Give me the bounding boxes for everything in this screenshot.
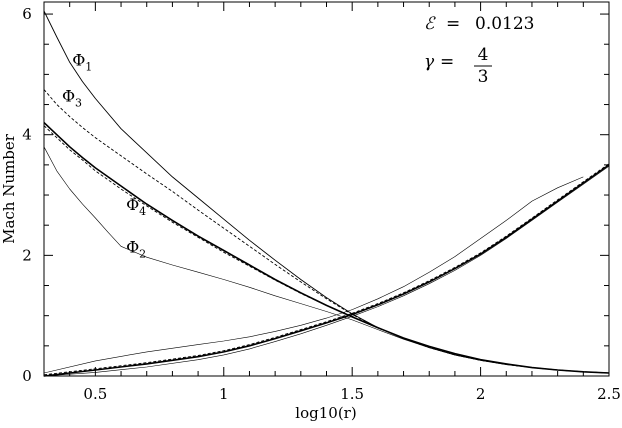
gamma-symbol: γ xyxy=(424,52,435,72)
series-line-9 xyxy=(43,165,610,377)
series-line-6 xyxy=(43,176,584,374)
y-tick-label: 2 xyxy=(22,246,32,264)
epsilon-value: 0.0123 xyxy=(475,14,534,34)
phi-symbol: Φ xyxy=(126,237,139,256)
series-line-2 xyxy=(43,89,610,374)
y-axis-title: Mach Number xyxy=(0,133,18,244)
x-axis-title: log10(r) xyxy=(295,404,356,422)
x-tick-label: 1 xyxy=(219,385,229,403)
x-tick-label: 1.5 xyxy=(340,385,364,403)
series-label-group: Φ 1Φ 3Φ 4Φ 2 xyxy=(62,50,146,260)
epsilon-symbol: ℰ xyxy=(424,14,436,34)
series-line-4 xyxy=(43,125,610,374)
y-tick-label: 6 xyxy=(22,5,32,23)
phi-symbol: Φ xyxy=(62,87,75,106)
axis-tick-labels: 0.5 1 1.5 2 2.5 0 2 4 6 xyxy=(22,5,621,403)
series-line-5 xyxy=(43,146,610,374)
phi-symbol: Φ xyxy=(72,50,85,69)
y-tick-label: 0 xyxy=(22,367,32,385)
gamma-denominator: 3 xyxy=(478,67,489,87)
gamma-equals: = xyxy=(440,52,454,72)
axis-ticks xyxy=(43,2,610,377)
series-line-7 xyxy=(43,164,610,377)
phi-subscript: 3 xyxy=(75,97,82,110)
x-tick-label: 2.5 xyxy=(597,385,621,403)
x-tick-label: 2 xyxy=(476,385,486,403)
phi-subscript: 2 xyxy=(139,247,146,260)
phi-subscript: 1 xyxy=(85,60,92,73)
x-tick-label: 0.5 xyxy=(83,385,107,403)
phi-symbol: Φ xyxy=(126,195,139,214)
epsilon-equals: = xyxy=(446,14,460,34)
phi-subscript: 4 xyxy=(139,205,146,218)
gamma-numerator: 4 xyxy=(478,45,489,65)
epsilon-annotation: ℰ = 0.0123 xyxy=(424,14,534,34)
plot-frame xyxy=(43,1,610,377)
series-lines xyxy=(43,10,610,377)
y-tick-label: 4 xyxy=(22,126,32,144)
gamma-annotation: γ = 4 3 xyxy=(424,45,492,87)
